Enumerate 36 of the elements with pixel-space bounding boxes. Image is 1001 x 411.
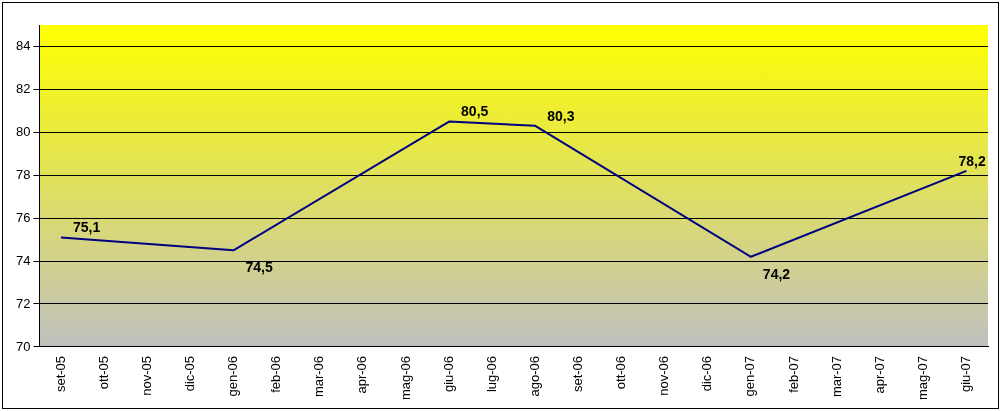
x-tick-label: dic-06 — [699, 355, 715, 392]
y-tick-label: 76 — [15, 209, 31, 225]
x-tick-label: feb-07 — [785, 355, 801, 393]
y-tick-label: 84 — [15, 38, 31, 54]
x-tick-label: apr-07 — [871, 355, 887, 394]
y-tick-label: 78 — [15, 166, 31, 182]
x-tick-label: gen-06 — [225, 355, 241, 397]
data-label: 80,3 — [547, 107, 575, 124]
data-label: 78,2 — [958, 152, 986, 169]
y-tick-label: 72 — [15, 295, 31, 311]
x-tick-label: mar-06 — [311, 355, 327, 398]
x-tick-label: set-06 — [569, 355, 585, 393]
x-tick-label: gen-07 — [742, 355, 758, 397]
y-tick-label: 70 — [15, 338, 31, 354]
x-tick-label: apr-06 — [354, 355, 370, 394]
y-tick-label: 80 — [15, 123, 31, 139]
x-tick-label: mag-07 — [914, 355, 930, 400]
x-tick-label: mar-07 — [828, 355, 844, 398]
x-tick-label: ott-05 — [95, 355, 111, 390]
x-tick-label: lug-06 — [483, 355, 499, 393]
data-label: 74,5 — [245, 259, 273, 276]
y-tick-label: 82 — [15, 80, 31, 96]
data-label: 74,2 — [762, 265, 791, 282]
x-tick-label: nov-05 — [138, 355, 154, 396]
x-tick-label: ago-06 — [526, 355, 542, 397]
x-tick-label: mag-06 — [397, 355, 413, 400]
x-tick-label: feb-06 — [268, 355, 284, 393]
x-tick-label: set-05 — [52, 355, 68, 393]
x-tick-label: nov-06 — [656, 355, 672, 396]
x-tick-label: ott-06 — [613, 355, 629, 390]
x-tick-label: giu-07 — [958, 355, 974, 393]
y-tick-label: 74 — [15, 252, 31, 268]
x-tick-label: dic-05 — [181, 355, 197, 392]
data-label: 75,1 — [73, 219, 101, 236]
data-label: 80,5 — [461, 103, 489, 120]
x-tick-label: giu-06 — [440, 355, 456, 393]
